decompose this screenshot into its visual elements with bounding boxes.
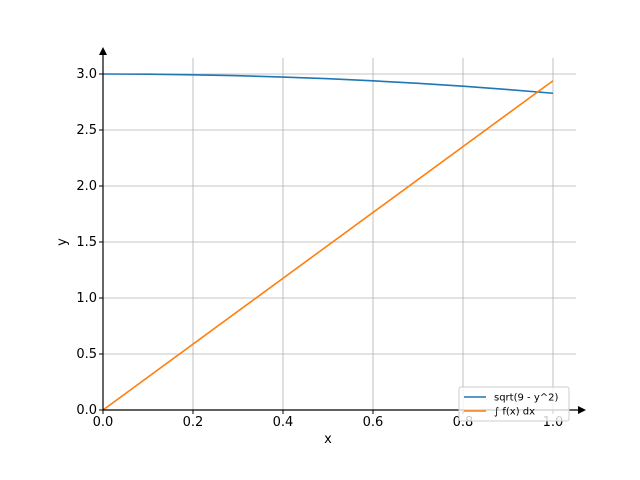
y-tick-label: 0.5	[76, 347, 97, 362]
x-axis-arrow-icon	[578, 406, 586, 414]
legend-box	[458, 386, 570, 422]
y-tick-label: 2.5	[76, 123, 97, 138]
y-tick-label: 0.0	[76, 403, 97, 418]
y-tick-label: 1.0	[76, 291, 97, 306]
x-tick-label: 0.0	[93, 415, 114, 430]
y-axis-label: y	[55, 238, 70, 246]
ticks: 0.0 0.2 0.4 0.6 0.8 1.00.00.51.01.52.02.53.0	[76, 67, 563, 430]
legend: sqrt(9 - y^2) ∫ f(x) dx	[458, 386, 570, 422]
x-axis-label: x	[324, 432, 332, 447]
x-tick-label: 0.4	[273, 415, 294, 430]
x-tick-label: 0.6	[363, 415, 384, 430]
legend-entry-2: ∫ f(x) dx	[494, 407, 535, 418]
y-tick-label: 3.0	[76, 67, 97, 82]
series-group	[102, 73, 554, 411]
x-tick-label: 0.2	[183, 415, 204, 430]
y-tick-label: 1.5	[76, 235, 97, 250]
series-line-2	[102, 80, 554, 411]
series-line-1	[102, 73, 554, 95]
y-tick-label: 2.0	[76, 179, 97, 194]
y-axis-arrow-icon	[99, 47, 107, 55]
legend-entry-1: sqrt(9 - y^2)	[494, 393, 558, 404]
